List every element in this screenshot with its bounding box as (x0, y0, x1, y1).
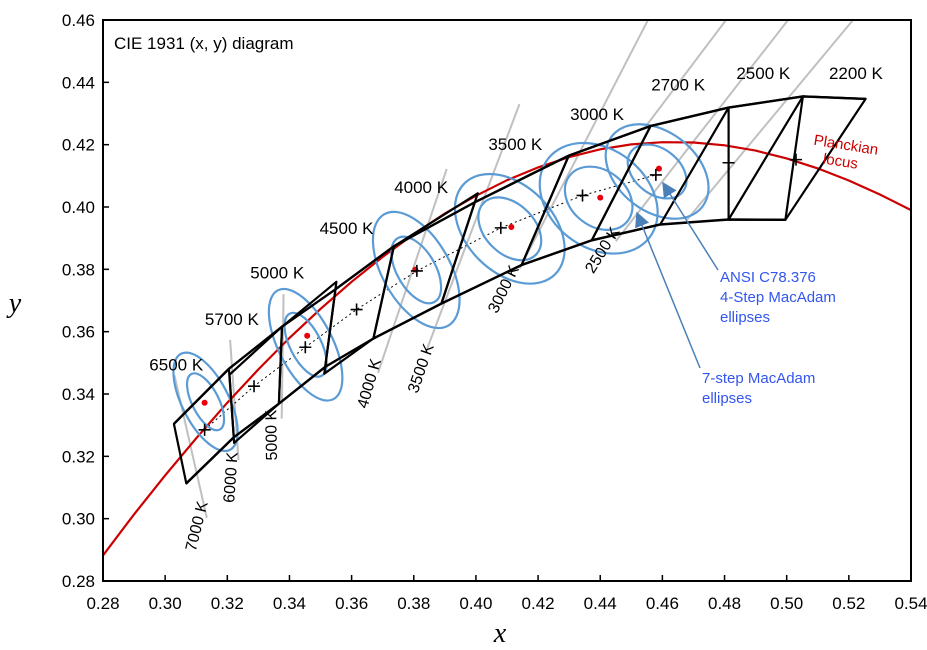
lower-boundary (185, 218, 786, 485)
cct-label: 6500 K (149, 356, 204, 375)
chromaticity-point (655, 165, 662, 172)
plot-frame (102, 19, 912, 582)
annotation-4step: ellipses (720, 309, 770, 326)
macadam-4step-ellipse (390, 235, 443, 305)
isotemp-line (614, 20, 790, 242)
y-tick-label: 0.28 (62, 572, 95, 591)
cct-plus-marker (722, 156, 735, 169)
arrow-4step (662, 181, 719, 271)
cct-plus-marker (198, 423, 211, 436)
y-tick-label: 0.46 (62, 11, 95, 30)
isotemp-line (280, 294, 285, 419)
cct-label: 5000 K (250, 264, 305, 283)
annotation-7step: ellipses (702, 390, 752, 407)
isotemp-label: 2500 K (582, 224, 623, 276)
upper-boundary (173, 95, 866, 425)
macadam-4step-ellipse (626, 143, 688, 200)
cct-plus-marker (494, 221, 507, 234)
chromaticity-point (508, 223, 515, 230)
annotation-4step: ANSI C78.376 (720, 269, 816, 286)
cct-label: 3500 K (488, 135, 543, 154)
planckian-locus (103, 141, 911, 557)
cct-plus-marker (649, 168, 662, 181)
x-tick-label: 0.38 (397, 594, 430, 613)
isotemp-line (642, 20, 728, 130)
y-tick-label: 0.44 (62, 73, 95, 92)
x-axis-title: x (493, 618, 507, 649)
planckian-label: locus (822, 151, 859, 173)
isotemp-line (686, 20, 855, 221)
x-tick-label: 0.34 (273, 594, 306, 613)
chromaticity-point (597, 194, 604, 201)
macadam-4step-ellipse (563, 165, 634, 231)
cct-plus-marker (790, 153, 803, 166)
macadam-4step-ellipse (185, 372, 226, 432)
x-tick-label: 0.36 (335, 594, 368, 613)
y-tick-label: 0.32 (62, 447, 95, 466)
cct-label: 4000 K (394, 178, 449, 197)
cct-plus-marker (410, 264, 423, 277)
cct-plus-marker (350, 303, 363, 316)
macadam-7step-ellipse (371, 210, 461, 330)
x-tick-label: 0.30 (149, 594, 182, 613)
x-tick-label: 0.50 (770, 594, 803, 613)
x-tick-label: 0.40 (459, 594, 492, 613)
isotemp-line (518, 20, 650, 269)
x-tick-label: 0.42 (522, 594, 555, 613)
chromaticity-point (201, 399, 208, 406)
cct-label: 2700 K (651, 76, 706, 95)
x-tick-label: 0.28 (86, 594, 119, 613)
cct-label: 5700 K (205, 310, 260, 329)
cct-label: 3000 K (570, 105, 625, 124)
title-box (106, 24, 386, 60)
x-tick-label: 0.46 (646, 594, 679, 613)
cct-label: 4500 K (320, 219, 375, 238)
y-tick-label: 0.30 (62, 510, 95, 529)
arrow-7step (635, 211, 701, 369)
annotation-7step: 7-step MacAdam (702, 370, 815, 387)
macadam-4step-ellipse (477, 196, 543, 262)
y-tick-label: 0.40 (62, 198, 95, 217)
isotemp-line (424, 103, 521, 354)
dotted-cct-curve (204, 174, 657, 431)
cct-plus-marker (576, 189, 589, 202)
isotemp-label: 6000 K (221, 451, 242, 503)
x-tick-label: 0.54 (894, 594, 927, 613)
y-tick-label: 0.36 (62, 323, 95, 342)
isotemp-label: 7000 K (183, 499, 212, 553)
cct-plus-marker (299, 341, 312, 354)
x-tick-label: 0.52 (832, 594, 865, 613)
y-tick-label: 0.34 (62, 385, 95, 404)
chromaticity-point (304, 332, 311, 339)
annotation-4step: 4-Step MacAdam (720, 289, 836, 306)
axes: 0.28 0.30 0.32 0.34 0.36 0.38 0.40 0.42 0.44 0.46… (62, 11, 927, 613)
macadam-4step-ellipse (283, 311, 328, 378)
cct-label: 2200 K (829, 64, 884, 83)
annotations: ANSI C78.376 4-Step MacAdam ellipses 7-step… (635, 181, 836, 407)
y-tick-label: 0.38 (62, 260, 95, 279)
x-tick-label: 0.48 (708, 594, 741, 613)
isotemp-label: 4000 K (355, 357, 385, 411)
x-tick-label: 0.44 (584, 594, 617, 613)
cct-label: 2500 K (736, 64, 791, 83)
cct-plus-marker (248, 380, 261, 393)
chart-title: CIE 1931 (x, y) diagram (114, 34, 294, 53)
isotemp-label: 5000 K (263, 409, 281, 460)
x-tick-label: 0.32 (211, 594, 244, 613)
isotemp-label: 3500 K (405, 342, 438, 396)
y-tick-label: 0.42 (62, 136, 95, 155)
y-axis-title: y (6, 288, 22, 319)
